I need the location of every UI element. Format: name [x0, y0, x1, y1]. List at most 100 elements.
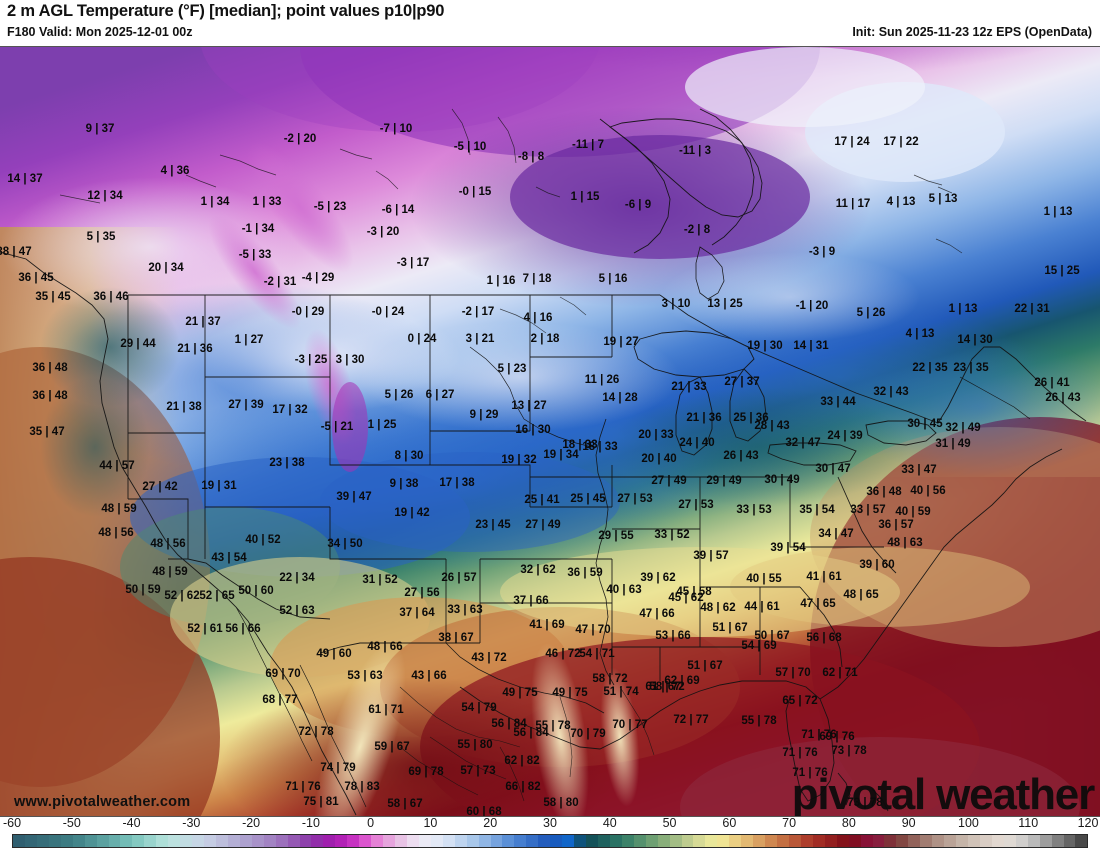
colorbar-cell — [430, 835, 443, 847]
colorbar-cell — [979, 835, 992, 847]
colorbar-cell — [227, 835, 240, 847]
colorbar-cell — [812, 835, 825, 847]
colorbar-cell — [454, 835, 467, 847]
map-canvas[interactable]: 9 | 37 -2 | 20 -7 | 10 -5 | 10 -8 | 8 -11 | 7… — [0, 46, 1100, 817]
colorbar-cell — [860, 835, 873, 847]
colorbar-tick: 20 — [483, 816, 498, 830]
colorbar-tick: 100 — [958, 816, 979, 830]
colorbar-cell — [490, 835, 503, 847]
colorbar-cell — [144, 835, 157, 847]
colorbar-cell — [753, 835, 766, 847]
colorbar-cell — [562, 835, 575, 847]
colorbar-cell — [597, 835, 610, 847]
colorbar-cell — [347, 835, 360, 847]
colorbar-cell — [84, 835, 97, 847]
colorbar-cell — [920, 835, 933, 847]
colorbar-tick: 0 — [367, 816, 375, 830]
colorbar-cell — [717, 835, 730, 847]
colorbar-tick: -50 — [62, 816, 81, 830]
colorbar-cell — [215, 835, 228, 847]
colorbar-cell — [693, 835, 706, 847]
colorbar-cell — [968, 835, 980, 847]
colorbar-tick: 70 — [782, 816, 797, 830]
colorbar-tick: -30 — [182, 816, 201, 830]
colorbar-tick: 110 — [1018, 816, 1039, 830]
colorbar-cell — [550, 835, 563, 847]
colorbar-cell — [204, 835, 216, 847]
colorbar-cell — [406, 835, 419, 847]
colorbar-cell — [478, 835, 491, 847]
colorbar-cell — [251, 835, 264, 847]
colorbar-cell — [884, 835, 897, 847]
colorbar-cell — [1063, 835, 1076, 847]
colorbar-cell — [335, 835, 348, 847]
colorbar-tick: 30 — [543, 816, 557, 830]
colorbar-cell — [586, 835, 598, 847]
init-time-label: Init: Sun 2025-11-23 12z EPS (OpenData) — [852, 25, 1092, 39]
colorbar-cell — [502, 835, 515, 847]
colorbar-cell — [800, 835, 813, 847]
colorbar-tick: 90 — [901, 816, 916, 830]
colorbar-tick: -40 — [122, 816, 141, 830]
colorbar-cell — [275, 835, 288, 847]
colorbar-cell — [132, 835, 145, 847]
colorbar-cell — [657, 835, 670, 847]
colorbar-cell — [192, 835, 204, 847]
colorbar[interactable]: -60 -50 -40 -30 -20 -10 0 10 20 30 40 50 60 70 80 90 100… — [0, 816, 1100, 850]
page-title: 2 m AGL Temperature (°F) [median]; point… — [7, 2, 444, 21]
colorbar-cell — [466, 835, 479, 847]
page-title-text: 2 m AGL Temperature (°F) [median]; point… — [7, 2, 445, 20]
geography-outlines — [0, 108, 1087, 816]
colorbar-cell — [872, 835, 885, 847]
colorbar-cell — [848, 835, 861, 847]
colorbar-cell — [156, 835, 169, 847]
colorbar-cell — [574, 835, 586, 847]
colorbar-cell — [944, 835, 957, 847]
colorbar-cell — [896, 835, 909, 847]
colorbar-cell — [1003, 835, 1016, 847]
colorbar-cell — [932, 835, 945, 847]
colorbar-cell — [395, 835, 407, 847]
colorbar-cell — [621, 835, 634, 847]
colorbar-cell — [13, 835, 25, 847]
colorbar-cell — [72, 835, 85, 847]
colorbar-cell — [359, 835, 372, 847]
colorbar-tick: 40 — [602, 816, 617, 830]
colorbar-cell — [526, 835, 539, 847]
colorbar-cell — [729, 835, 742, 847]
colorbar-tick: 10 — [423, 816, 438, 830]
colorbar-cell — [24, 835, 37, 847]
colorbar-tick: 60 — [722, 816, 737, 830]
colorbar-cell — [371, 835, 384, 847]
colorbar-cell — [36, 835, 49, 847]
colorbar-tick: 120 — [1077, 816, 1099, 830]
colorbar-cell — [60, 835, 73, 847]
colorbar-cell — [765, 835, 777, 847]
colorbar-cell — [1039, 835, 1052, 847]
colorbar-cell — [1051, 835, 1064, 847]
colorbar-cell — [442, 835, 455, 847]
colorbar-cell — [299, 835, 312, 847]
colorbar-cell — [836, 835, 849, 847]
colorbar-cell — [108, 835, 121, 847]
temperature-field — [0, 47, 1100, 816]
colorbar-tick: 50 — [662, 816, 677, 830]
colorbar-cell — [239, 835, 252, 847]
colorbar-cell — [669, 835, 682, 847]
colorbar-cell — [1015, 835, 1028, 847]
colorbar-cell — [645, 835, 658, 847]
colorbar-cell — [633, 835, 646, 847]
brand-watermark: pivotal weather — [791, 770, 1096, 817]
colorbar-cell — [741, 835, 754, 847]
valid-time-label: F180 Valid: Mon 2025-12-01 00z — [7, 25, 193, 39]
colorbar-cell — [1075, 835, 1087, 847]
colorbar-cell — [956, 835, 968, 847]
colorbar-cell — [824, 835, 837, 847]
colorbar-tick: -10 — [301, 816, 320, 830]
colorbar-cell — [383, 835, 395, 847]
colorbar-cell — [96, 835, 109, 847]
colorbar-cell — [609, 835, 622, 847]
site-url-watermark: www.pivotalweather.com — [14, 794, 191, 810]
colorbar-cell — [514, 835, 527, 847]
colorbar-gradient — [12, 834, 1088, 848]
